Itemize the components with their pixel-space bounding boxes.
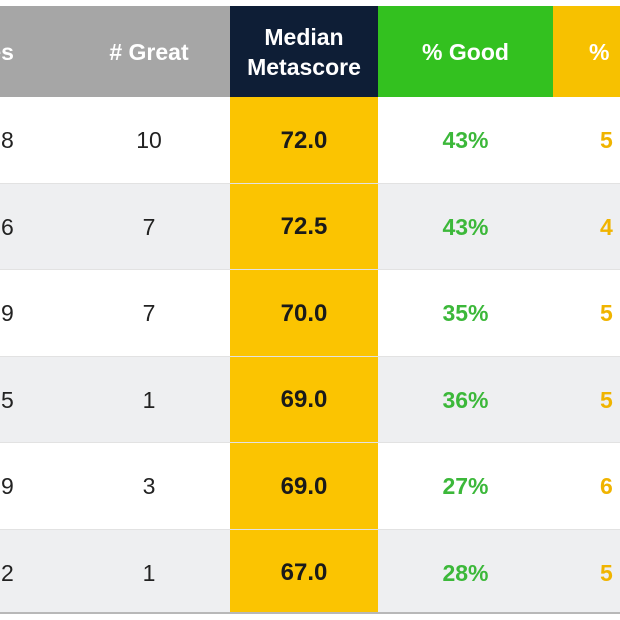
header-good: % Good	[378, 6, 553, 97]
cell-good-percent: 43%	[442, 213, 489, 240]
cell-great: 7	[142, 213, 156, 240]
cell-titles: 6	[1, 213, 14, 240]
cell-titles: 8	[1, 127, 14, 153]
cell-fair-percent: 6	[600, 473, 613, 499]
table-row: 5 1 69.0 36% 5	[0, 356, 620, 444]
header-median-metascore: Median Metascore	[230, 6, 378, 97]
cell-median-metascore: 72.5	[230, 183, 378, 271]
cell-good-percent: 27%	[442, 473, 489, 499]
cell-fair-percent: 5	[600, 300, 613, 326]
cell-good-percent: 36%	[442, 386, 489, 413]
cell-great: 3	[142, 473, 156, 499]
header-meta-line2: Metascore	[247, 53, 361, 80]
row-divider	[0, 269, 620, 270]
header-titles: les	[0, 38, 14, 65]
cell-fair-percent: 5	[600, 559, 613, 586]
cell-good-percent: 35%	[442, 300, 489, 326]
cell-median-metascore: 70.0	[230, 270, 378, 357]
header-meta-line1: Median	[264, 23, 344, 50]
cell-good-percent: 43%	[442, 127, 489, 153]
cell-titles: 9	[1, 473, 14, 499]
header-titles-group: les # Great	[0, 6, 230, 97]
table-bottom-border	[0, 612, 620, 620]
header-fair: %	[553, 6, 620, 97]
table-row: 9 3 69.0 27% 6	[0, 443, 620, 530]
cell-good-percent: 28%	[442, 559, 489, 586]
table-row: 6 7 72.5 43% 4	[0, 183, 620, 271]
cell-median-metascore: 67.0	[230, 529, 378, 617]
row-divider	[0, 355, 620, 357]
cell-median-metascore: 69.0	[230, 443, 378, 530]
cell-fair-percent: 5	[600, 386, 613, 413]
cell-titles: 2	[1, 559, 14, 586]
table-row: 9 7 70.0 35% 5	[0, 270, 620, 357]
cell-median-metascore: 72.0	[230, 97, 378, 184]
cell-fair-percent: 4	[600, 213, 613, 240]
cell-great: 1	[142, 386, 156, 413]
table-row: 8 10 72.0 43% 5	[0, 97, 620, 184]
row-divider	[0, 442, 620, 443]
cell-fair-percent: 5	[600, 127, 613, 153]
cell-median-metascore: 69.0	[230, 356, 378, 444]
header-great: # Great	[109, 38, 189, 65]
cell-great: 1	[142, 559, 156, 586]
cell-great: 10	[136, 127, 162, 153]
cell-great: 7	[142, 300, 156, 326]
row-divider	[0, 182, 620, 184]
table-row: 2 1 67.0 28% 5	[0, 529, 620, 617]
cell-titles: 9	[1, 300, 14, 326]
cell-titles: 5	[1, 386, 14, 413]
row-divider	[0, 528, 620, 530]
